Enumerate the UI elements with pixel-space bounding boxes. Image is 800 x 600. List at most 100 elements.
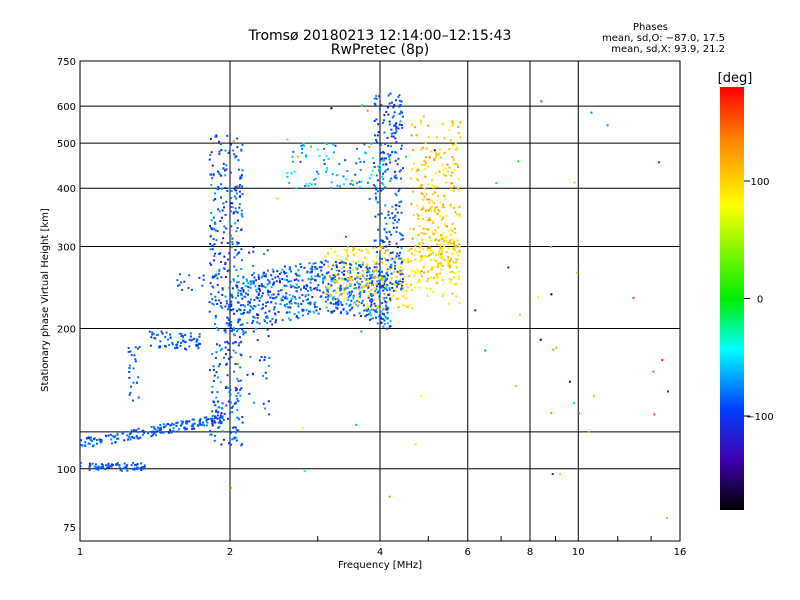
data-point (371, 273, 374, 276)
data-point (318, 266, 321, 269)
data-point (370, 276, 373, 279)
data-point (517, 160, 520, 163)
data-point (329, 286, 332, 289)
data-point (219, 414, 222, 417)
data-point (338, 269, 341, 272)
data-point (363, 284, 366, 287)
data-point (217, 186, 220, 189)
data-point (159, 428, 162, 431)
data-point (386, 277, 389, 280)
data-point (255, 290, 258, 293)
data-point (115, 463, 118, 466)
data-point (326, 167, 329, 170)
data-point (385, 259, 388, 262)
data-point (393, 151, 396, 154)
data-point (214, 404, 217, 407)
data-point (395, 127, 398, 130)
data-point (142, 467, 145, 470)
data-point (236, 137, 239, 140)
data-point (268, 413, 271, 416)
data-point (318, 307, 321, 310)
data-point (309, 288, 312, 291)
data-point (345, 257, 348, 260)
data-point (420, 270, 423, 273)
data-point (307, 277, 310, 280)
data-point (428, 201, 431, 204)
data-point (568, 380, 571, 383)
data-point (370, 288, 373, 291)
data-point (243, 309, 246, 312)
data-point (325, 142, 328, 145)
data-point (440, 235, 443, 238)
data-point (449, 239, 452, 242)
data-point (175, 343, 178, 346)
data-point (218, 363, 221, 366)
data-point (458, 250, 461, 253)
data-point (347, 270, 350, 273)
data-point (383, 275, 386, 278)
data-point (248, 251, 251, 254)
data-point (196, 424, 199, 427)
data-point (107, 434, 110, 437)
data-point (339, 294, 342, 297)
data-point (380, 104, 383, 107)
data-point (242, 332, 245, 335)
data-point (277, 293, 280, 296)
data-point (195, 343, 198, 346)
data-point (433, 210, 436, 213)
data-point (388, 120, 391, 123)
data-point (378, 279, 381, 282)
data-point (376, 190, 379, 193)
data-point (458, 249, 461, 252)
data-point (241, 421, 244, 424)
data-point (211, 410, 214, 413)
data-point (120, 469, 123, 472)
data-point (418, 225, 421, 228)
data-point (365, 266, 368, 269)
data-point (278, 272, 281, 275)
data-point (319, 260, 322, 263)
data-point (255, 296, 258, 299)
data-point (383, 228, 386, 231)
data-point (209, 248, 212, 251)
data-point (370, 303, 373, 306)
data-point (230, 197, 233, 200)
data-point (255, 289, 258, 292)
data-point (236, 286, 239, 289)
data-point (263, 275, 266, 278)
data-point (445, 236, 448, 239)
data-point (247, 286, 250, 289)
data-point (210, 263, 213, 266)
data-point (170, 431, 173, 434)
data-point (343, 289, 346, 292)
data-point (540, 100, 543, 103)
data-point (326, 260, 329, 263)
data-point (433, 191, 436, 194)
data-point (355, 162, 358, 165)
data-point (324, 296, 327, 299)
data-point (428, 236, 431, 239)
data-point (379, 268, 382, 271)
data-point (455, 265, 458, 268)
data-point (397, 190, 400, 193)
data-point (275, 280, 278, 283)
data-point (247, 303, 250, 306)
data-point (99, 439, 102, 442)
data-point (218, 210, 221, 213)
data-point (395, 122, 398, 125)
data-point (237, 289, 240, 292)
data-point (421, 146, 424, 149)
data-point (213, 415, 216, 418)
data-point (229, 143, 232, 146)
data-point (341, 271, 344, 274)
data-point (181, 421, 184, 424)
data-point (214, 229, 217, 232)
data-point (384, 142, 387, 145)
data-point (358, 292, 361, 295)
data-point (400, 271, 403, 274)
data-point (233, 153, 236, 156)
data-point (295, 283, 298, 286)
data-point (225, 164, 228, 167)
data-point (230, 300, 233, 303)
data-point (233, 265, 236, 268)
